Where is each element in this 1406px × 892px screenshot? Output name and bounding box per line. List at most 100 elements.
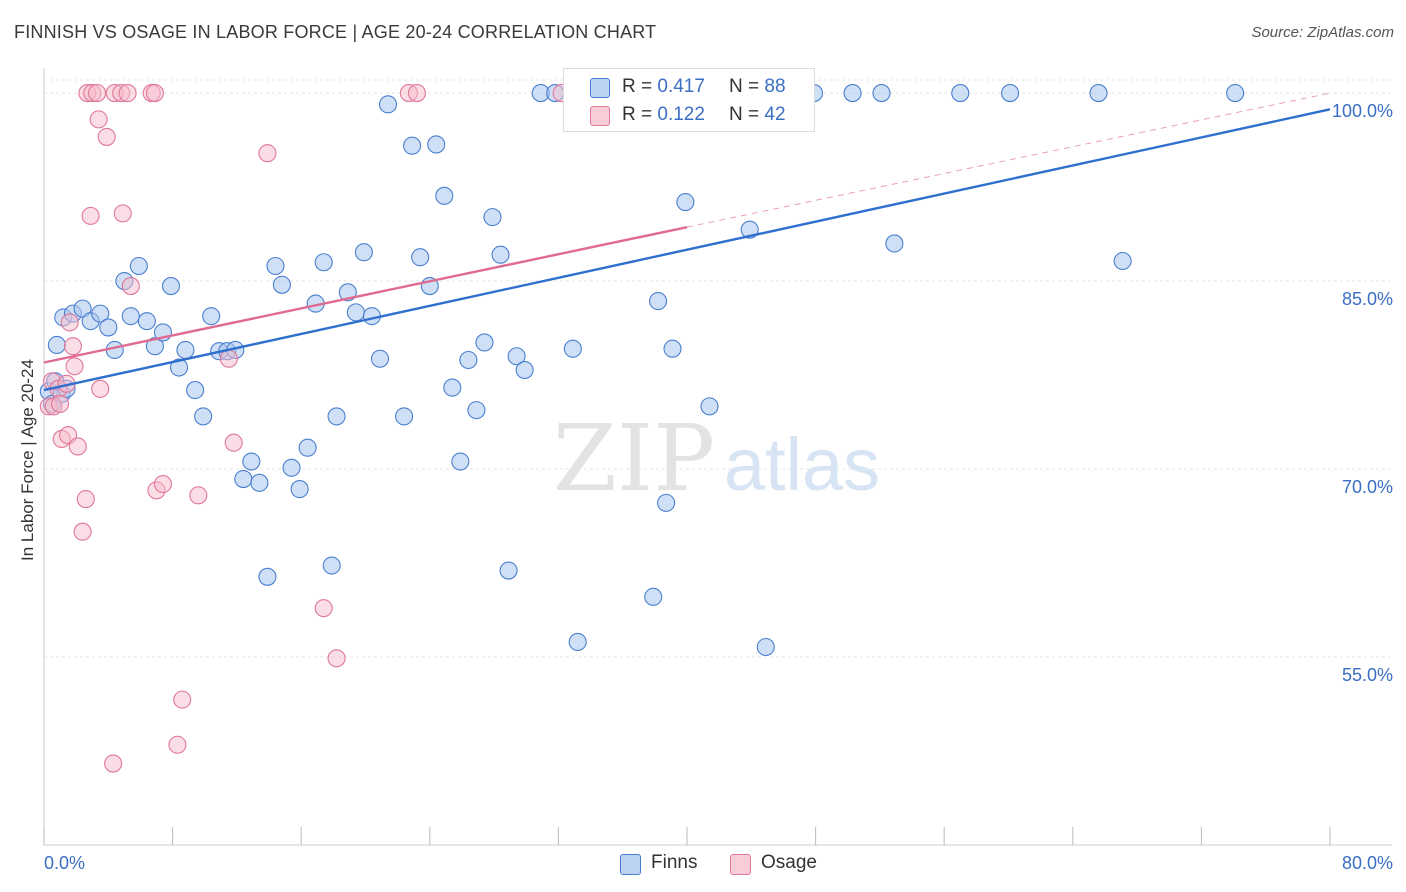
osage-point — [91, 379, 110, 398]
finns-point — [322, 556, 341, 575]
finns-point — [161, 277, 181, 296]
osage-r-value: 0.122 — [657, 104, 705, 125]
osage-point — [51, 394, 70, 413]
finns-point — [242, 452, 261, 471]
finns-point — [700, 397, 719, 416]
osage-point — [113, 204, 132, 223]
finns-point — [314, 253, 333, 272]
finns-point — [443, 378, 462, 397]
finns-point — [411, 248, 430, 267]
y-tick-label: 85.0% — [1342, 289, 1393, 309]
osage-point — [63, 337, 82, 356]
osage-legend-swatch — [730, 854, 751, 875]
finns-point — [99, 318, 118, 337]
osage-point — [81, 206, 100, 225]
finns-point — [843, 84, 862, 103]
finns-point — [91, 304, 110, 323]
finns-n-value: 88 — [764, 76, 786, 97]
y-tick-label: 100.0% — [1332, 101, 1393, 121]
finns-r-value: 0.417 — [657, 76, 705, 97]
osage-point — [121, 277, 140, 296]
osage-points — [39, 84, 571, 773]
chart-title: FINNISH VS OSAGE IN LABOR FORCE | AGE 20… — [14, 22, 657, 42]
finns-point — [250, 473, 269, 492]
finns-point — [568, 632, 587, 652]
legend-r-label: R = — [622, 104, 653, 125]
finns-point — [121, 307, 140, 326]
legend-row-osage: R = 0.122 N = 42 — [564, 101, 814, 129]
finns-points — [39, 84, 1245, 657]
finns-point — [290, 480, 309, 499]
y-tick-label: 55.0% — [1342, 665, 1393, 685]
finns-point — [1113, 251, 1132, 271]
osage-point — [258, 144, 277, 163]
osage-point — [224, 433, 243, 452]
finns-point — [499, 561, 518, 580]
finns-point — [282, 458, 301, 477]
osage-swatch — [590, 106, 610, 126]
stats-legend: R = 0.417 N = 88 R = 0.122 N = 42 — [563, 68, 815, 132]
watermark-zip: ZIP — [553, 405, 715, 512]
finns-point — [467, 401, 486, 420]
osage-point — [89, 110, 108, 129]
watermark-atlas: atlas — [724, 423, 880, 506]
osage-point — [168, 735, 187, 754]
y-tick-label: 70.0% — [1342, 477, 1393, 497]
axes — [43, 68, 1392, 846]
finns-point — [370, 349, 390, 368]
finns-point — [169, 358, 189, 377]
finns-point — [346, 303, 365, 322]
trend-lines — [43, 92, 1331, 392]
finns-point — [507, 347, 526, 366]
finns-trend-line — [43, 108, 1331, 392]
legend-n-label: N = — [729, 76, 760, 97]
osage-point — [219, 349, 238, 368]
osage-point — [145, 84, 164, 103]
finns-point — [657, 493, 676, 512]
finns-point — [266, 256, 285, 276]
finns-point — [563, 339, 582, 358]
finns-point — [451, 452, 470, 471]
legend-n-label: N = — [729, 104, 760, 125]
finns-point — [194, 407, 213, 426]
finns-point — [515, 360, 534, 380]
osage-point — [153, 475, 173, 494]
finns-point — [649, 292, 668, 311]
legend-r-label: R = — [622, 76, 653, 97]
osage-point — [104, 754, 123, 773]
finns-legend-label: Finns — [651, 852, 698, 873]
finns-point — [644, 587, 663, 606]
osage-trend-line — [43, 225, 688, 364]
finns-point — [483, 208, 502, 227]
finns-point — [234, 470, 253, 489]
source-label: Source: ZipAtlas.com — [1251, 24, 1394, 41]
finns-point — [403, 136, 422, 155]
finns-point — [459, 350, 478, 370]
finns-point — [1089, 84, 1108, 103]
finns-point — [756, 637, 775, 657]
osage-point — [68, 437, 87, 456]
osage-point — [407, 84, 426, 103]
osage-point — [314, 599, 333, 618]
finns-point — [1226, 84, 1245, 103]
finns-point — [663, 339, 682, 358]
finns-point — [327, 407, 346, 426]
osage-point — [189, 486, 208, 505]
x-tick-label-min: 0.0% — [44, 853, 85, 873]
osage-legend-label: Osage — [761, 852, 817, 873]
tick-labels: 55.0% 70.0% 85.0% 100.0% 0.0% 80.0% — [44, 101, 1393, 873]
osage-point — [97, 127, 116, 146]
finns-point — [435, 186, 454, 205]
finns-point — [137, 312, 156, 331]
osage-point — [87, 84, 107, 103]
osage-point — [76, 490, 95, 509]
finns-point — [186, 381, 205, 400]
gridlines — [44, 79, 1392, 658]
finns-point — [395, 407, 414, 426]
osage-point — [118, 84, 137, 103]
osage-n-value: 42 — [764, 104, 786, 125]
osage-point — [173, 690, 192, 709]
finns-point — [298, 438, 317, 457]
finns-point — [872, 84, 891, 103]
